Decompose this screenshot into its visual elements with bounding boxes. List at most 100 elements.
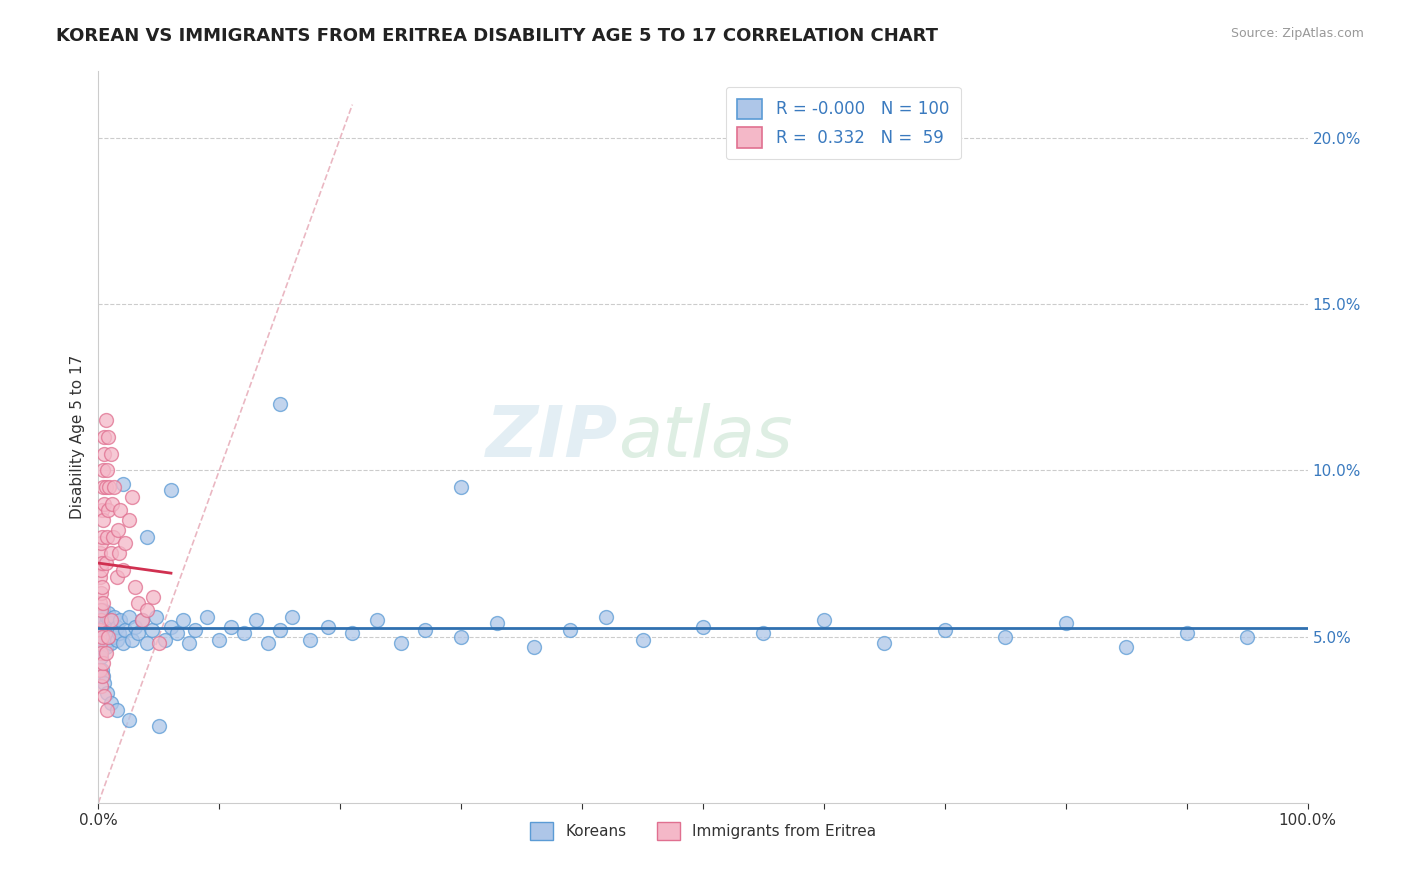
Point: [91, 557, 114, 571]
Point: [91, 503, 114, 517]
Point: [91, 630, 114, 644]
Point: [108, 626, 131, 640]
Point: [486, 616, 509, 631]
Point: [91, 632, 114, 647]
Point: [281, 609, 304, 624]
Point: [89, 636, 111, 650]
Point: [93, 690, 115, 704]
Point: [98, 613, 121, 627]
Point: [96, 623, 118, 637]
Point: [89, 636, 111, 650]
Point: [90, 586, 112, 600]
Point: [105, 703, 128, 717]
Point: [523, 640, 546, 654]
Point: [93, 619, 115, 633]
Point: [90, 640, 112, 654]
Point: [450, 630, 472, 644]
Point: [96, 686, 118, 700]
Legend: Koreans, Immigrants from Eritrea: Koreans, Immigrants from Eritrea: [524, 815, 882, 847]
Point: [107, 523, 129, 537]
Point: [89, 623, 111, 637]
Point: [118, 609, 141, 624]
Point: [91, 596, 114, 610]
Point: [114, 536, 136, 550]
Point: [91, 513, 114, 527]
Point: [135, 636, 157, 650]
Point: [121, 632, 143, 647]
Point: [89, 663, 111, 677]
Point: [89, 570, 111, 584]
Point: [91, 480, 114, 494]
Point: [450, 480, 472, 494]
Point: [108, 503, 131, 517]
Point: [105, 619, 128, 633]
Point: [94, 646, 117, 660]
Point: [160, 483, 183, 498]
Point: [91, 619, 114, 633]
Point: [413, 623, 436, 637]
Point: [111, 636, 134, 650]
Point: [90, 563, 112, 577]
Point: [108, 546, 131, 560]
Point: [299, 632, 322, 647]
Point: [184, 623, 207, 637]
Point: [148, 719, 170, 733]
Point: [96, 463, 118, 477]
Point: [90, 646, 112, 660]
Point: [316, 619, 339, 633]
Point: [98, 626, 121, 640]
Point: [97, 607, 120, 621]
Point: [94, 616, 117, 631]
Point: [93, 497, 115, 511]
Point: [131, 613, 153, 627]
Point: [91, 632, 114, 647]
Point: [389, 636, 412, 650]
Point: [160, 619, 183, 633]
Point: [141, 623, 163, 637]
Point: [124, 619, 146, 633]
Point: [245, 613, 267, 627]
Point: [118, 713, 141, 727]
Point: [256, 636, 278, 650]
Point: [100, 613, 122, 627]
Point: [131, 613, 153, 627]
Point: [148, 636, 170, 650]
Point: [101, 530, 124, 544]
Point: [91, 616, 114, 631]
Point: [118, 513, 141, 527]
Point: [96, 609, 118, 624]
Point: [142, 590, 165, 604]
Point: [93, 613, 115, 627]
Point: [90, 607, 112, 621]
Point: [94, 630, 117, 644]
Point: [97, 630, 120, 644]
Point: [269, 623, 291, 637]
Point: [100, 447, 122, 461]
Point: [195, 609, 218, 624]
Point: [221, 619, 243, 633]
Point: [91, 669, 114, 683]
Point: [94, 413, 117, 427]
Point: [90, 680, 112, 694]
Point: [127, 596, 149, 610]
Point: [558, 623, 581, 637]
Point: [153, 632, 176, 647]
Point: [595, 609, 617, 624]
Point: [91, 580, 114, 594]
Point: [127, 626, 149, 640]
Point: [91, 669, 114, 683]
Point: [89, 603, 111, 617]
Point: [94, 557, 117, 571]
Point: [91, 530, 114, 544]
Point: [101, 630, 124, 644]
Point: [124, 580, 146, 594]
Point: [96, 530, 118, 544]
Point: [94, 640, 117, 654]
Point: [135, 530, 157, 544]
Point: [111, 563, 134, 577]
Point: [100, 616, 122, 631]
Point: [1236, 630, 1258, 644]
Point: [232, 626, 254, 640]
Point: [89, 623, 111, 637]
Point: [89, 546, 111, 560]
